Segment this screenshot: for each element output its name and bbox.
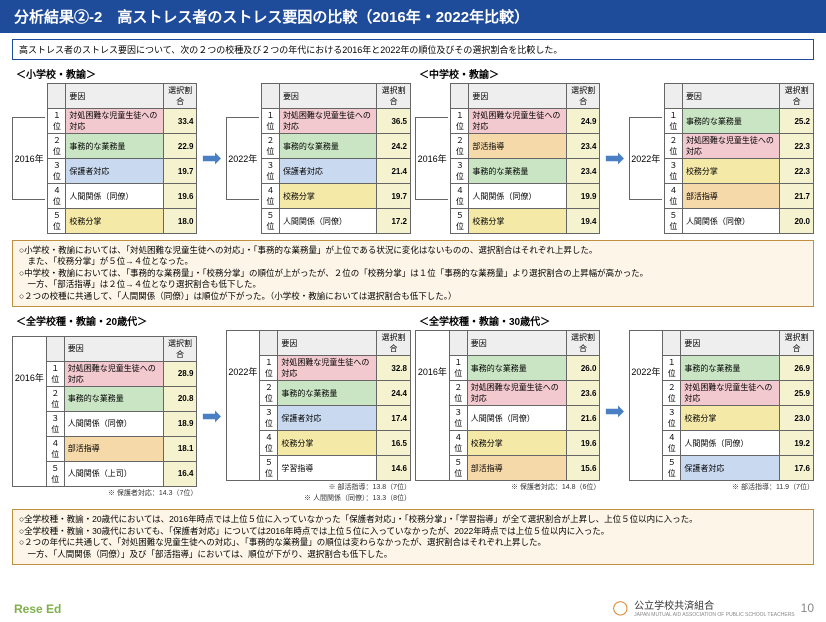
arrow-icon: ➡ — [602, 144, 626, 173]
page-number: 10 — [801, 601, 814, 615]
analysis-note-1: ○小学校・教諭においては、「対処困難な児童生徒への対応」・「事務的な業務量」が上… — [12, 240, 814, 307]
year-2016: 2016年 — [415, 117, 448, 200]
footnote: ※ 人間関係（同僚）：13.3（8位） — [226, 493, 411, 503]
year-2016: 2016年 — [12, 336, 46, 487]
year-2016: 2016年 — [415, 330, 449, 481]
org-sub: JAPAN MUTUAL AID ASSOCIATION OF PUBLIC S… — [634, 612, 795, 618]
table-tl2: 要因選択割合１位対処困難な児童生徒への対応36.5２位事務的な業務量24.2３位… — [261, 83, 411, 234]
year-2016: 2016年 — [12, 117, 45, 200]
table-tl1: 要因選択割合１位対処困難な児童生徒への対応33.4２位事務的な業務量22.9３位… — [47, 83, 197, 234]
org-logo-icon: ◯ — [612, 599, 628, 616]
section-top-left: ＜小学校・教諭＞ — [16, 66, 411, 81]
arrow-icon: ➡ — [602, 397, 626, 426]
year-2022: 2022年 — [226, 117, 259, 200]
analysis-note-2: ○全学校種・教諭・20歳代においては、2016年時点では上位５位に入っていなかっ… — [12, 509, 814, 565]
section-top-right: ＜中学校・教諭＞ — [419, 66, 814, 81]
year-2022: 2022年 — [629, 330, 663, 481]
table-bl1: 要因選択割合１位対処困難な児童生徒への対応28.9２位事務的な業務量20.8３位… — [46, 336, 198, 487]
footnote: ※ 保護者対応：14.8（6位） — [415, 482, 600, 492]
subtitle: 高ストレス者のストレス要因について、次の２つの校種及び２つの年代における2016… — [12, 39, 814, 60]
footnote: ※ 保護者対応：14.3（7位） — [12, 488, 197, 498]
arrow-icon: ➡ — [199, 402, 223, 431]
table-br2: 要因選択割合１位事務的な業務量26.9２位対処困難な児童生徒への対応25.9３位… — [662, 330, 814, 481]
table-tr2: 要因選択割合１位事務的な業務量25.2２位対処困難な児童生徒への対応22.3３位… — [664, 83, 814, 234]
footnote: ※ 部活指導：11.9（7位） — [629, 482, 814, 492]
org-name: 公立学校共済組合 — [634, 601, 714, 612]
table-tr1: 要因選択割合１位対処困難な児童生徒への対応24.9２位部活指導23.4３位事務的… — [450, 83, 600, 234]
reseed-logo: Rese Ed — [14, 602, 61, 616]
arrow-icon: ➡ — [199, 144, 223, 173]
page-footer: ◯ 公立学校共済組合 JAPAN MUTUAL AID ASSOCIATION … — [612, 597, 814, 618]
section-bot-left: ＜全学校種・教諭・20歳代＞ — [16, 313, 411, 328]
year-2022: 2022年 — [629, 117, 662, 200]
section-bot-right: ＜全学校種・教諭・30歳代＞ — [419, 313, 814, 328]
footnote: ※ 部活指導：13.8（7位） — [226, 482, 411, 492]
table-bl2: 要因選択割合１位対処困難な児童生徒への対応32.8２位事務的な業務量24.4３位… — [259, 330, 411, 481]
table-br1: 要因選択割合１位事務的な業務量26.0２位対処困難な児童生徒への対応23.6３位… — [449, 330, 601, 481]
page-title: 分析結果②-2 高ストレス者のストレス要因の比較（2016年・2022年比較） — [0, 0, 826, 33]
year-2022: 2022年 — [226, 330, 260, 481]
